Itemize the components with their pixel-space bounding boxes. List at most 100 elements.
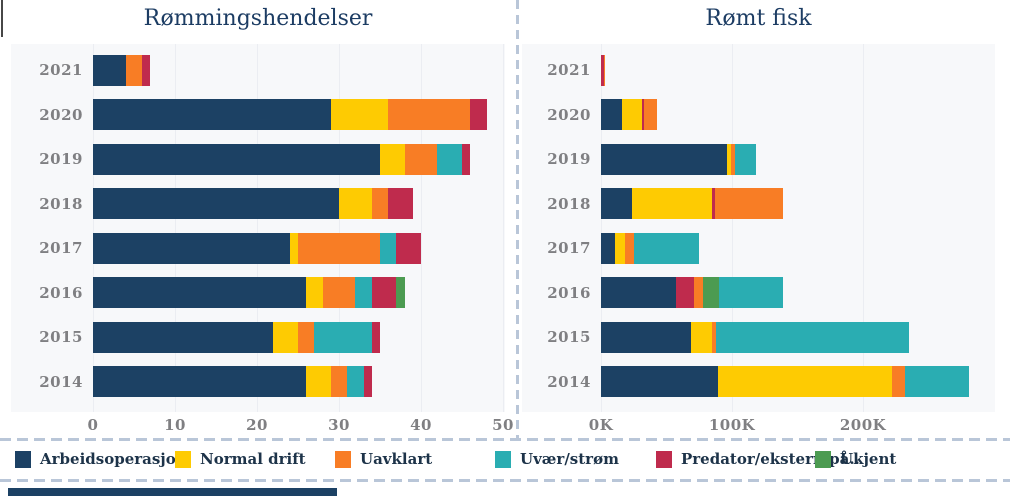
bar-segment-arbeidsoperasjon[interactable] (601, 99, 622, 131)
year-label: 2017 (39, 239, 83, 258)
bar-segment-ukjent[interactable] (703, 277, 719, 309)
bar-segment-arbeidsoperasjon[interactable] (93, 277, 307, 309)
legend-swatch-arbeidsoperasjon (15, 450, 31, 468)
bar-segment-normal_drift[interactable] (306, 366, 331, 398)
bar-segment-arbeidsoperasjon[interactable] (93, 54, 126, 86)
bar-segment-normal_drift[interactable] (717, 366, 892, 398)
bar-segment-uavklart[interactable] (603, 54, 605, 86)
bar-segment-uvaer_strom[interactable] (355, 277, 372, 309)
bar-segment-normal_drift[interactable] (289, 232, 298, 264)
bar-segment-normal_drift[interactable] (691, 321, 713, 353)
legend-label: Arbeidsoperasjon (40, 450, 187, 468)
bar-segment-uvaer_strom[interactable] (347, 366, 364, 398)
bar-track (601, 143, 756, 175)
legend-swatch-normal-drift (175, 450, 191, 468)
bar-segment-predator[interactable] (363, 366, 372, 398)
gridline (421, 44, 422, 412)
bar-segment-uavklart[interactable] (371, 188, 389, 220)
bar-row-2014: 2014 (522, 360, 995, 405)
bar-segment-uavklart[interactable] (404, 143, 438, 175)
bar-segment-predator[interactable] (470, 99, 487, 131)
bar-segment-arbeidsoperasjon[interactable] (601, 188, 633, 220)
bar-segment-arbeidsoperasjon[interactable] (601, 277, 676, 309)
bar-segment-arbeidsoperasjon[interactable] (93, 99, 331, 131)
bar-track (93, 366, 372, 398)
bar-segment-uvaer_strom[interactable] (437, 143, 462, 175)
bar-segment-predator[interactable] (461, 143, 471, 175)
x-tick-label: 40 (410, 416, 432, 434)
bar-segment-uavklart[interactable] (730, 143, 735, 175)
year-label: 2018 (39, 194, 83, 213)
bar-segment-normal_drift[interactable] (726, 143, 731, 175)
bar-segment-normal_drift[interactable] (339, 188, 372, 220)
bar-segment-uvaer_strom[interactable] (716, 321, 909, 353)
bar-segment-normal_drift[interactable] (380, 143, 405, 175)
bar-track (601, 321, 909, 353)
legend-top-dashed-line (0, 438, 1010, 441)
bar-segment-predator[interactable] (641, 99, 645, 131)
year-label: 2016 (39, 283, 83, 302)
bar-segment-predator[interactable] (142, 54, 151, 86)
bar-segment-predator[interactable] (601, 54, 604, 86)
bar-segment-arbeidsoperasjon[interactable] (601, 143, 727, 175)
bar-segment-uavklart[interactable] (388, 99, 471, 131)
bar-segment-ukjent[interactable] (396, 277, 405, 309)
bar-segment-arbeidsoperasjon[interactable] (601, 321, 692, 353)
bar-segment-arbeidsoperasjon[interactable] (93, 366, 307, 398)
bar-segment-uavklart[interactable] (644, 99, 658, 131)
bar-row-2019: 2019 (522, 137, 995, 182)
bar-segment-normal_drift[interactable] (621, 99, 642, 131)
bar-row-2017: 2017 (11, 226, 505, 271)
bar-segment-uvaer_strom[interactable] (904, 366, 970, 398)
bar-segment-predator[interactable] (371, 277, 397, 309)
bar-segment-uavklart[interactable] (693, 277, 704, 309)
legend-swatch-ukjent (815, 450, 831, 468)
bar-segment-uvaer_strom[interactable] (314, 321, 372, 353)
bar-row-2021: 2021 (522, 48, 995, 93)
year-label: 2014 (547, 372, 591, 391)
bar-track (93, 99, 487, 131)
bar-segment-normal_drift[interactable] (273, 321, 298, 353)
bar-segment-uavklart[interactable] (330, 366, 348, 398)
bar-segment-uvaer_strom[interactable] (379, 232, 397, 264)
bar-segment-uavklart[interactable] (125, 54, 143, 86)
bar-segment-normal_drift[interactable] (330, 99, 389, 131)
bar-segment-uavklart[interactable] (297, 232, 380, 264)
bar-segment-arbeidsoperasjon[interactable] (93, 321, 274, 353)
legend-label: Normal drift (200, 450, 306, 468)
bar-segment-predator[interactable] (675, 277, 694, 309)
legend-item-uavklart[interactable]: Uavklart (335, 450, 432, 468)
gridline (732, 44, 733, 412)
bar-segment-predator[interactable] (388, 188, 413, 220)
bar-segment-arbeidsoperasjon[interactable] (601, 366, 718, 398)
bar-segment-uavklart[interactable] (714, 188, 784, 220)
legend-item-arbeidsoperasjon[interactable]: Arbeidsoperasjon (15, 450, 187, 468)
bar-segment-uavklart[interactable] (624, 232, 634, 264)
legend-item-ukjent[interactable]: Ukjent (815, 450, 896, 468)
bar-segment-uvaer_strom[interactable] (734, 143, 756, 175)
bar-segment-uavklart[interactable] (712, 321, 717, 353)
bar-segment-predator[interactable] (712, 188, 715, 220)
legend-item-uvaer-strom[interactable]: Uvær/strøm (495, 450, 619, 468)
bar-segment-uvaer_strom[interactable] (718, 277, 784, 309)
legend-item-normal-drift[interactable]: Normal drift (175, 450, 306, 468)
bar-track (601, 232, 700, 264)
x-tick-label: 30 (328, 416, 350, 434)
bar-segment-uavklart[interactable] (297, 321, 315, 353)
bar-segment-normal_drift[interactable] (632, 188, 713, 220)
bar-segment-arbeidsoperasjon[interactable] (93, 232, 290, 264)
bar-row-2015: 2015 (522, 315, 995, 360)
bar-segment-normal_drift[interactable] (615, 232, 625, 264)
bar-track (93, 232, 421, 264)
bar-segment-predator[interactable] (396, 232, 421, 264)
bar-segment-normal_drift[interactable] (306, 277, 323, 309)
bar-segment-uvaer_strom[interactable] (633, 232, 700, 264)
edge-artifact-line (1, 0, 3, 37)
bar-segment-uavklart[interactable] (891, 366, 905, 398)
bar-segment-arbeidsoperasjon[interactable] (601, 232, 616, 264)
bar-segment-arbeidsoperasjon[interactable] (93, 143, 380, 175)
bar-segment-arbeidsoperasjon[interactable] (93, 188, 339, 220)
bar-segment-predator[interactable] (371, 321, 380, 353)
bar-segment-uavklart[interactable] (322, 277, 356, 309)
